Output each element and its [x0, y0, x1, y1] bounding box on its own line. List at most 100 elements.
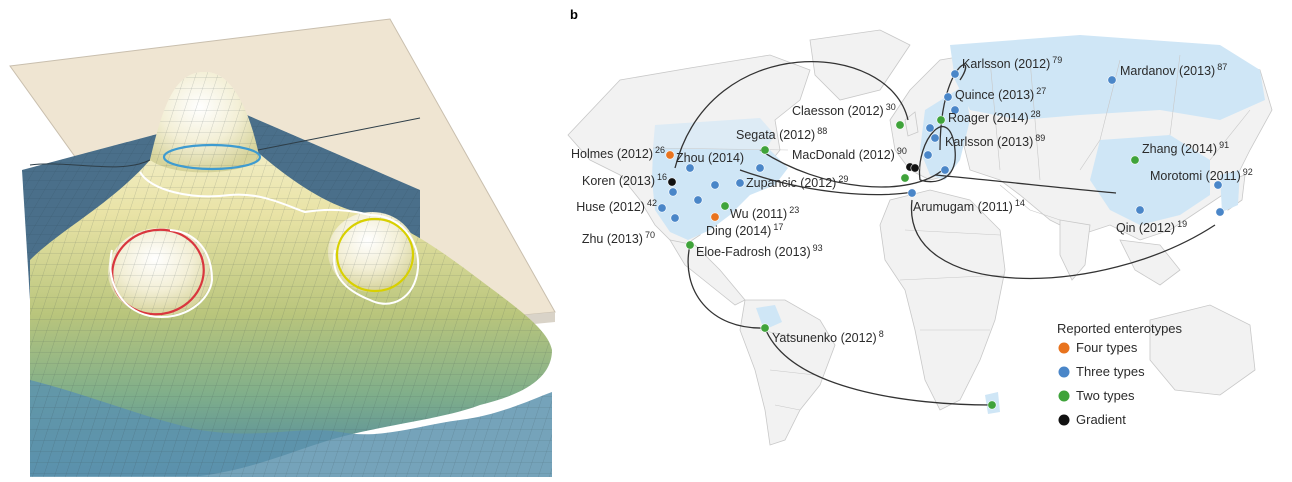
study-label-mardanov: Mardanov (2013) 87: [1120, 62, 1227, 78]
study-dot-wu: [720, 201, 730, 211]
study-ref-quince: 27: [1036, 86, 1046, 96]
study-dot-extra-4: [923, 150, 933, 160]
study-label-karlsson2012: Karlsson (2012) 79: [962, 55, 1062, 71]
china-highlight: [1090, 135, 1210, 225]
study-dot-extra-11: [950, 105, 960, 115]
study-ref-ding: 17: [773, 222, 783, 232]
study-ref-arumugam: 14: [1015, 198, 1025, 208]
study-dot-roager: [936, 115, 946, 125]
study-label-holmes: Holmes (2012) 26: [571, 145, 665, 161]
study-ref-holmes: 26: [655, 145, 665, 155]
study-label-zhou: Zhou (2014): [676, 151, 744, 165]
russia-highlight: [950, 35, 1265, 120]
study-dot-koren: [667, 177, 677, 187]
study-ref-mardanov: 87: [1217, 62, 1227, 72]
study-label-zhang: Zhang (2014) 91: [1142, 140, 1229, 156]
study-label-zhu: Zhu (2013) 70: [582, 230, 655, 246]
study-ref-huse: 42: [647, 198, 657, 208]
south-america: [739, 299, 836, 446]
study-name-holmes: Holmes (2012): [571, 147, 653, 161]
study-dot-quince: [943, 92, 953, 102]
study-ref-zhu: 70: [645, 230, 655, 240]
study-dot-extra-8: [987, 400, 997, 410]
contour-blue: [162, 143, 262, 171]
study-dot-ding: [710, 212, 720, 222]
study-dot-morotomi: [1213, 180, 1223, 190]
study-dot-extra-6: [910, 163, 920, 173]
study-dot-karlsson2013: [930, 133, 940, 143]
study-label-koren: Koren (2013) 16: [582, 172, 667, 188]
study-dot-mardanov: [1107, 75, 1117, 85]
study-ref-segata: 88: [817, 126, 827, 136]
study-ref-eloe: 93: [813, 243, 823, 253]
southeast-asia: [1119, 239, 1181, 286]
arc-segata-europe: [759, 149, 946, 188]
study-ref-karlsson2012: 79: [1052, 55, 1062, 65]
study-label-qin: Qin (2012) 19: [1116, 219, 1187, 235]
study-dot-extra-1: [755, 163, 765, 173]
study-name-koren: Koren (2013): [582, 174, 655, 188]
study-label-wu: Wu (2011) 23: [730, 205, 799, 221]
legend: Reported enterotypes Four types Three typ…: [1057, 321, 1183, 427]
landscape-figure: [9, 18, 556, 477]
arc-loop-europe: [918, 126, 956, 183]
arc-arumugam-asia: [911, 199, 1216, 280]
study-dot-karlsson2012: [950, 69, 960, 79]
study-labels: Holmes (2012) 26 Zhou (2014) Koren (2013) 16…: [571, 55, 1253, 345]
uk: [904, 111, 919, 137]
study-ref-karlsson2013: 89: [1035, 133, 1045, 143]
india: [1059, 219, 1091, 281]
legend-dot-three: [1058, 366, 1070, 378]
study-dot-qin: [1135, 205, 1145, 215]
study-ref-zhang: 91: [1219, 140, 1229, 150]
arc-yatsunenko-malawi: [764, 327, 993, 406]
legend-label-gradient: Gradient: [1076, 412, 1126, 427]
arc-claesson-zhou: [674, 61, 909, 169]
legend-label-three: Three types: [1076, 364, 1145, 379]
study-dot-extra-5: [940, 165, 950, 175]
study-points: [657, 69, 1225, 410]
study-label-huse: Huse (2012) 42: [576, 198, 657, 214]
world-map: b: [567, 7, 1273, 446]
study-ref-morotomi: 92: [1243, 167, 1253, 177]
study-label-eloe: Eloe-Fadrosh (2013) 93: [696, 243, 823, 259]
study-dot-holmes: [665, 150, 675, 160]
panel-b-letter: b: [570, 7, 578, 22]
study-name-zhu: Zhu (2013): [582, 232, 643, 246]
australia: [1149, 304, 1256, 396]
contour-white: [109, 171, 420, 318]
study-dot-zhou: [685, 163, 695, 173]
legend-dot-gradient: [1058, 414, 1070, 426]
study-label-macdonald: MacDonald (2012) 90: [792, 146, 907, 162]
legend-title: Reported enterotypes: [1057, 321, 1183, 336]
study-dot-zhu: [670, 213, 680, 223]
arc-zupancic: [739, 169, 913, 196]
study-dot-extra-9: [668, 187, 678, 197]
study-dot-zupancic: [735, 178, 745, 188]
venezuela-highlight: [756, 305, 782, 330]
borders: [652, 54, 1251, 411]
legend-items: Four types Three types Two types Gradient: [1058, 340, 1145, 427]
study-ref-roager: 28: [1031, 109, 1041, 119]
arc-europe-qin: [934, 174, 1117, 194]
highlighted-regions: [652, 35, 1265, 414]
study-dot-zhang: [1130, 155, 1140, 165]
study-dot-claesson: [895, 120, 905, 130]
study-label-segata: Segata (2012) 88: [736, 126, 827, 142]
panel-a-landscape: [0, 0, 560, 477]
study-dot-extra-10: [693, 195, 703, 205]
study-label-ding: Ding (2014) 17: [706, 222, 783, 238]
study-ref-yatsunenko: 8: [879, 329, 884, 339]
legend-label-four: Four types: [1076, 340, 1138, 355]
africa: [879, 189, 1006, 411]
study-dot-arumugam: [907, 188, 917, 198]
study-dot-yatsunenko: [760, 323, 770, 333]
study-label-morotomi: Morotomi (2011) 92: [1150, 167, 1253, 183]
study-label-roager: Roager (2014) 28: [948, 109, 1041, 125]
arc-eloe-yatsunenko: [687, 244, 766, 329]
study-ref-koren: 16: [657, 172, 667, 182]
study-ref-macdonald: 90: [897, 146, 907, 156]
study-dot-extra-2: [900, 173, 910, 183]
connection-arcs: [674, 61, 1216, 406]
study-ref-claesson: 30: [886, 102, 896, 112]
